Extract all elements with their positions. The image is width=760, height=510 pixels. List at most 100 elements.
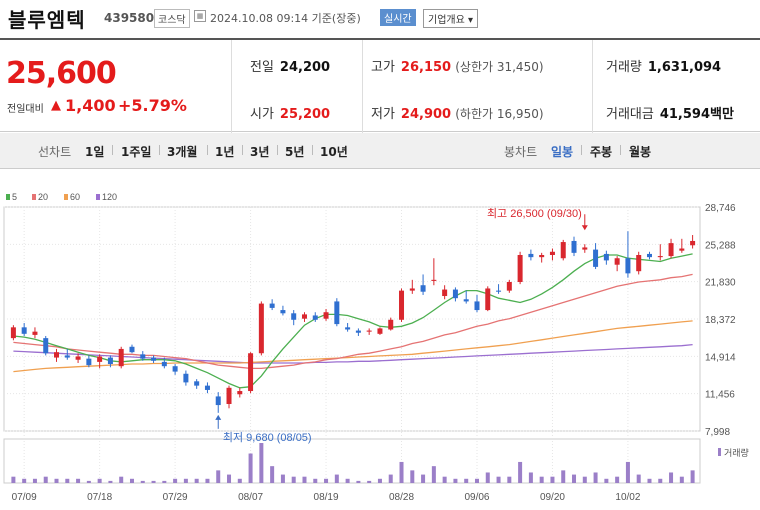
candle-body bbox=[323, 312, 329, 319]
legend-swatch-120 bbox=[96, 194, 100, 200]
candle-body bbox=[291, 313, 297, 320]
volume-bar bbox=[270, 466, 275, 483]
volume-bar bbox=[615, 476, 620, 483]
tab-1w[interactable]: 1주일 bbox=[121, 145, 152, 159]
candle-body bbox=[517, 255, 523, 282]
tab-10y[interactable]: 10년 bbox=[320, 145, 348, 159]
tab-divider bbox=[242, 145, 243, 155]
volume-bar bbox=[367, 480, 372, 483]
volume-bar bbox=[119, 476, 124, 483]
candle-chart-title: 봉차트 bbox=[504, 145, 538, 159]
ma20-line bbox=[13, 273, 693, 370]
volume-bar bbox=[507, 476, 512, 483]
tab-5y[interactable]: 5년 bbox=[285, 145, 305, 159]
tab-3m[interactable]: 3개월 bbox=[167, 145, 198, 159]
volume-bar bbox=[658, 478, 663, 483]
volume-bar bbox=[593, 472, 598, 483]
volume-bar bbox=[280, 474, 285, 483]
volume-bar bbox=[334, 474, 339, 483]
ma5-line bbox=[13, 253, 693, 389]
candle-body bbox=[172, 366, 178, 372]
volume-bar bbox=[259, 443, 264, 483]
candlestick-chart[interactable]: 5 20 60 120 7,998 11,456 14,914 18,372 21,830 25,… bbox=[0, 169, 760, 510]
volume-bar bbox=[442, 476, 447, 483]
upper-limit: (상한가 31,450) bbox=[455, 60, 544, 74]
low-value: 24,900 bbox=[400, 107, 452, 122]
volume-bar bbox=[399, 461, 404, 483]
volume-legend-swatch bbox=[718, 448, 721, 456]
candle-body bbox=[194, 381, 200, 386]
volume-bar bbox=[183, 478, 188, 483]
divider bbox=[592, 40, 593, 134]
candle-body bbox=[355, 330, 361, 333]
volume-bar bbox=[302, 476, 307, 483]
volume-bar bbox=[162, 480, 167, 483]
tab-divider bbox=[207, 145, 208, 155]
volume-bar bbox=[129, 478, 134, 483]
candle-body bbox=[409, 288, 415, 291]
volume-bar bbox=[485, 472, 490, 483]
volume-value: 1,631,094 bbox=[647, 60, 722, 75]
tab-weekly[interactable]: 주봉 bbox=[590, 145, 613, 159]
chart-tabs: 선차트 1일 1주일 3개월 1년 3년 5년 10년 봉차트 일봉 주봉 월봉 bbox=[0, 133, 760, 169]
tab-1y[interactable]: 1년 bbox=[215, 145, 235, 159]
open-price: 시가 25,200 bbox=[250, 103, 330, 122]
ma60-line bbox=[13, 320, 693, 373]
volume-bar bbox=[518, 461, 523, 483]
volume-bar bbox=[291, 476, 296, 483]
volume-bar bbox=[248, 453, 253, 483]
low-price: 저가 24,900 (하한가 16,950) bbox=[371, 103, 544, 122]
volume-bar bbox=[108, 480, 113, 483]
high-value: 26,150 bbox=[400, 60, 452, 75]
tab-1d[interactable]: 1일 bbox=[85, 145, 105, 159]
tab-monthly[interactable]: 월봉 bbox=[629, 145, 652, 159]
candle-body bbox=[571, 240, 577, 253]
candle-body bbox=[636, 255, 642, 272]
price-change-percent: +5.79% bbox=[118, 96, 187, 115]
volume-bar bbox=[237, 478, 242, 483]
volume-bar bbox=[550, 476, 555, 483]
candle-body bbox=[129, 346, 135, 353]
tab-3y[interactable]: 3년 bbox=[250, 145, 270, 159]
volume-bar bbox=[97, 478, 102, 483]
low-annotation: 최저 9,680 (08/05) bbox=[223, 431, 312, 444]
realtime-button[interactable]: 실시간 bbox=[380, 9, 416, 26]
candle-body bbox=[107, 357, 113, 365]
volume-bar bbox=[539, 476, 544, 483]
candle-body bbox=[161, 361, 167, 367]
legend-label-120: 120 bbox=[102, 192, 117, 202]
x-tick-label: 08/28 bbox=[389, 492, 414, 503]
tab-divider bbox=[277, 145, 278, 155]
candle-body bbox=[657, 256, 663, 258]
candle-body bbox=[10, 327, 16, 339]
stock-header: 블루엠텍 439580 코스닥 ▦ 2024.10.08 09:14 기준(장중… bbox=[0, 0, 760, 38]
volume-bar bbox=[194, 478, 199, 483]
volume-legend-label: 거래량 bbox=[724, 447, 749, 458]
volume-bar bbox=[205, 478, 210, 483]
tab-daily[interactable]: 일봉 bbox=[551, 145, 574, 159]
y-tick-label: 14,914 bbox=[705, 352, 736, 363]
prev-close-label: 전일 bbox=[250, 60, 274, 75]
volume-bar bbox=[313, 478, 318, 483]
open-label: 시가 bbox=[250, 107, 274, 122]
candle-body bbox=[64, 355, 70, 358]
x-tick-label: 07/18 bbox=[87, 492, 112, 503]
company-overview-dropdown[interactable]: 기업개요 ▾ bbox=[423, 9, 478, 28]
volume-bar bbox=[528, 472, 533, 483]
candle-body bbox=[646, 253, 652, 258]
candle-body bbox=[183, 373, 189, 383]
volume-bar bbox=[216, 470, 221, 483]
candle-body bbox=[463, 299, 469, 302]
candle-body bbox=[334, 301, 340, 325]
high-label: 고가 bbox=[371, 60, 395, 75]
candle-body bbox=[560, 242, 566, 259]
x-tick-label: 07/09 bbox=[12, 492, 37, 503]
candle-body bbox=[151, 357, 157, 361]
candle-body bbox=[21, 327, 27, 334]
x-tick-label: 08/07 bbox=[238, 492, 263, 503]
volume-bar bbox=[669, 472, 674, 483]
trade-amount: 거래대금 41,594백만 bbox=[606, 103, 734, 122]
amount-value: 41,594 bbox=[659, 107, 711, 122]
volume-bar bbox=[86, 480, 91, 483]
candle-body bbox=[582, 247, 588, 250]
